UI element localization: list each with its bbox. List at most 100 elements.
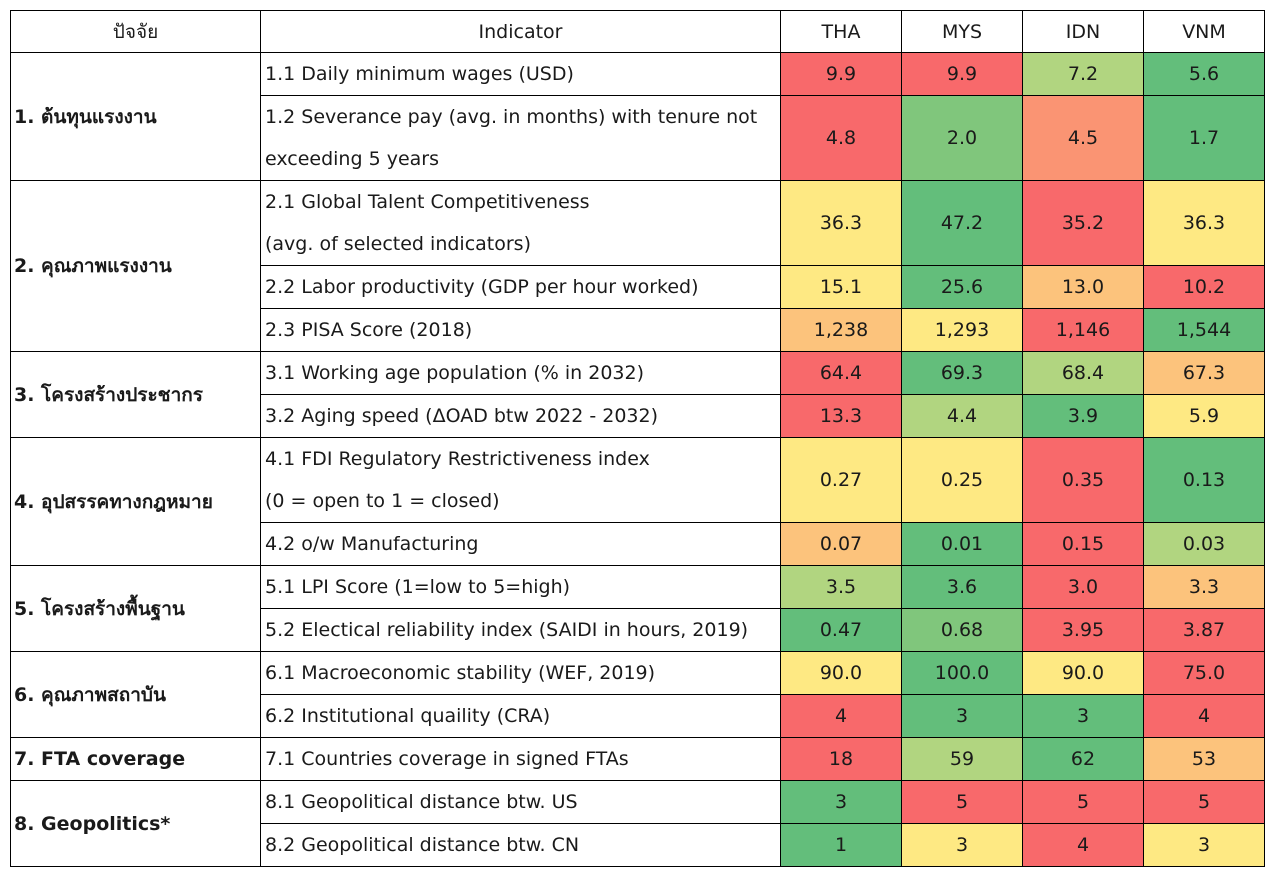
value-cell-tha: 3: [780, 780, 902, 824]
value-cell-vnm: 5: [1143, 780, 1265, 824]
value-cell-idn: 4.5: [1022, 95, 1144, 181]
value-cell-vnm: 1.7: [1143, 95, 1265, 181]
value-cell-vnm: 4: [1143, 694, 1265, 738]
indicator-cell: 8.1 Geopolitical distance btw. US: [260, 780, 781, 824]
indicator-label-line: 8.1 Geopolitical distance btw. US: [265, 791, 578, 813]
header-country-vnm: VNM: [1143, 10, 1265, 53]
factor-cell: 1. ต้นทุนแรงงาน: [10, 52, 261, 181]
indicator-cell: 6.1 Macroeconomic stability (WEF, 2019): [260, 651, 781, 695]
indicator-cell: 2.3 PISA Score (2018): [260, 308, 781, 352]
table-row: 1.2 Severance pay (avg. in months) with …: [11, 95, 1265, 181]
value-cell-tha: 13.3: [780, 394, 902, 438]
value-cell-vnm: 3: [1143, 823, 1265, 867]
value-cell-vnm: 0.13: [1143, 437, 1265, 523]
value-cell-vnm: 0.03: [1143, 522, 1265, 566]
table-row: 3.2 Aging speed (ΔOAD btw 2022 - 2032) 13…: [11, 394, 1265, 438]
value-cell-vnm: 5.6: [1143, 52, 1265, 96]
indicator-label-line: 5.2 Electical reliability index (SAIDI i…: [265, 619, 749, 641]
value-cell-vnm: 1,544: [1143, 308, 1265, 352]
indicator-cell: 2.1 Global Talent Competitiveness (avg. o…: [260, 180, 781, 266]
value-cell-idn: 13.0: [1022, 265, 1144, 309]
value-cell-idn: 3.0: [1022, 565, 1144, 609]
indicator-cell: 3.1 Working age population (% in 2032): [260, 351, 781, 395]
value-cell-mys: 4.4: [901, 394, 1023, 438]
table-row: 8.2 Geopolitical distance btw. CN 1 3 4 3: [11, 823, 1265, 867]
value-cell-vnm: 67.3: [1143, 351, 1265, 395]
value-cell-vnm: 36.3: [1143, 180, 1265, 266]
value-cell-mys: 9.9: [901, 52, 1023, 96]
value-cell-vnm: 5.9: [1143, 394, 1265, 438]
value-cell-tha: 0.07: [780, 522, 902, 566]
indicator-label-line: 1.1 Daily minimum wages (USD): [265, 63, 574, 85]
value-cell-idn: 62: [1022, 737, 1144, 781]
indicator-label-line: 7.1 Countries coverage in signed FTAs: [265, 748, 629, 770]
header-country-idn: IDN: [1022, 10, 1144, 53]
factor-cell: 3. โครงสร้างประชากร: [10, 351, 261, 438]
indicator-label-line: 8.2 Geopolitical distance btw. CN: [265, 834, 580, 856]
indicator-heatmap-table: ปัจจัย Indicator THA MYS IDN VNM 1. ต้นท…: [10, 10, 1265, 867]
value-cell-tha: 3.5: [780, 565, 902, 609]
factor-cell: 8. Geopolitics*: [10, 780, 261, 867]
factor-cell: 6. คุณภาพสถาบัน: [10, 651, 261, 738]
indicator-label-line: 2.1 Global Talent Competitiveness: [265, 191, 590, 213]
indicator-cell: 1.1 Daily minimum wages (USD): [260, 52, 781, 96]
indicator-table-container: ปัจจัย Indicator THA MYS IDN VNM 1. ต้นท…: [10, 10, 1265, 867]
value-cell-vnm: 3.87: [1143, 608, 1265, 652]
value-cell-idn: 1,146: [1022, 308, 1144, 352]
value-cell-idn: 0.35: [1022, 437, 1144, 523]
value-cell-tha: 4.8: [780, 95, 902, 181]
factor-cell: 4. อุปสรรคทางกฎหมาย: [10, 437, 261, 566]
value-cell-tha: 9.9: [780, 52, 902, 96]
indicator-label-line: 2.2 Labor productivity (GDP per hour wor…: [265, 276, 699, 298]
indicator-cell: 6.2 Institutional quaility (CRA): [260, 694, 781, 738]
value-cell-idn: 3.95: [1022, 608, 1144, 652]
value-cell-vnm: 53: [1143, 737, 1265, 781]
value-cell-vnm: 75.0: [1143, 651, 1265, 695]
indicator-cell: 3.2 Aging speed (ΔOAD btw 2022 - 2032): [260, 394, 781, 438]
factor-cell: 2. คุณภาพแรงงาน: [10, 180, 261, 352]
value-cell-idn: 5: [1022, 780, 1144, 824]
value-cell-tha: 36.3: [780, 180, 902, 266]
value-cell-mys: 1,293: [901, 308, 1023, 352]
indicator-label-line: 3.1 Working age population (% in 2032): [265, 362, 644, 384]
table-row: 1. ต้นทุนแรงงาน 1.1 Daily minimum wages (…: [10, 52, 1265, 181]
table-row: 2. คุณภาพแรงงาน 2.1 Global Talent Competi…: [10, 180, 1265, 352]
value-cell-tha: 64.4: [780, 351, 902, 395]
indicator-label-line: 4.2 o/w Manufacturing: [265, 533, 479, 555]
value-cell-tha: 0.47: [780, 608, 902, 652]
header-country-tha: THA: [780, 10, 902, 53]
indicator-cell: 5.2 Electical reliability index (SAIDI i…: [260, 608, 781, 652]
indicator-label-line: (0 = open to 1 = closed): [265, 490, 500, 512]
table-row: 7. FTA coverage 7.1 Countries coverage in…: [10, 737, 1265, 781]
indicator-label-line: 4.1 FDI Regulatory Restrictiveness index: [265, 448, 650, 470]
table-row: 2.3 PISA Score (2018) 1,238 1,293 1,146 1,54…: [11, 308, 1265, 352]
value-cell-tha: 1: [780, 823, 902, 867]
value-cell-mys: 0.01: [901, 522, 1023, 566]
value-cell-idn: 3.9: [1022, 394, 1144, 438]
value-cell-mys: 0.25: [901, 437, 1023, 523]
indicator-cell: 4.2 o/w Manufacturing: [260, 522, 781, 566]
factor-cell: 7. FTA coverage: [10, 737, 261, 781]
table-body: 1. ต้นทุนแรงงาน 1.1 Daily minimum wages (…: [10, 52, 1265, 867]
value-cell-mys: 5: [901, 780, 1023, 824]
indicator-label-line: (avg. of selected indicators): [265, 233, 531, 255]
value-cell-tha: 15.1: [780, 265, 902, 309]
value-cell-tha: 1,238: [780, 308, 902, 352]
indicator-label-line: 6.1 Macroeconomic stability (WEF, 2019): [265, 662, 656, 684]
indicator-label-line: 1.2 Severance pay (avg. in months) with …: [265, 106, 758, 128]
indicator-cell: 8.2 Geopolitical distance btw. CN: [260, 823, 781, 867]
value-cell-idn: 68.4: [1022, 351, 1144, 395]
value-cell-tha: 0.27: [780, 437, 902, 523]
table-row: 4. อุปสรรคทางกฎหมาย 4.1 FDI Regulatory Re…: [10, 437, 1265, 566]
value-cell-mys: 69.3: [901, 351, 1023, 395]
value-cell-idn: 4: [1022, 823, 1144, 867]
value-cell-mys: 3: [901, 823, 1023, 867]
indicator-label-line: 5.1 LPI Score (1=low to 5=high): [265, 576, 571, 598]
table-row: 5.2 Electical reliability index (SAIDI i…: [11, 608, 1265, 652]
factor-cell: 5. โครงสร้างพื้นฐาน: [10, 565, 261, 652]
indicator-cell: 4.1 FDI Regulatory Restrictiveness index…: [260, 437, 781, 523]
indicator-label-line: 2.3 PISA Score (2018): [265, 319, 473, 341]
table-row: 8. Geopolitics* 8.1 Geopolitical distance…: [10, 780, 1265, 867]
value-cell-mys: 25.6: [901, 265, 1023, 309]
value-cell-idn: 0.15: [1022, 522, 1144, 566]
